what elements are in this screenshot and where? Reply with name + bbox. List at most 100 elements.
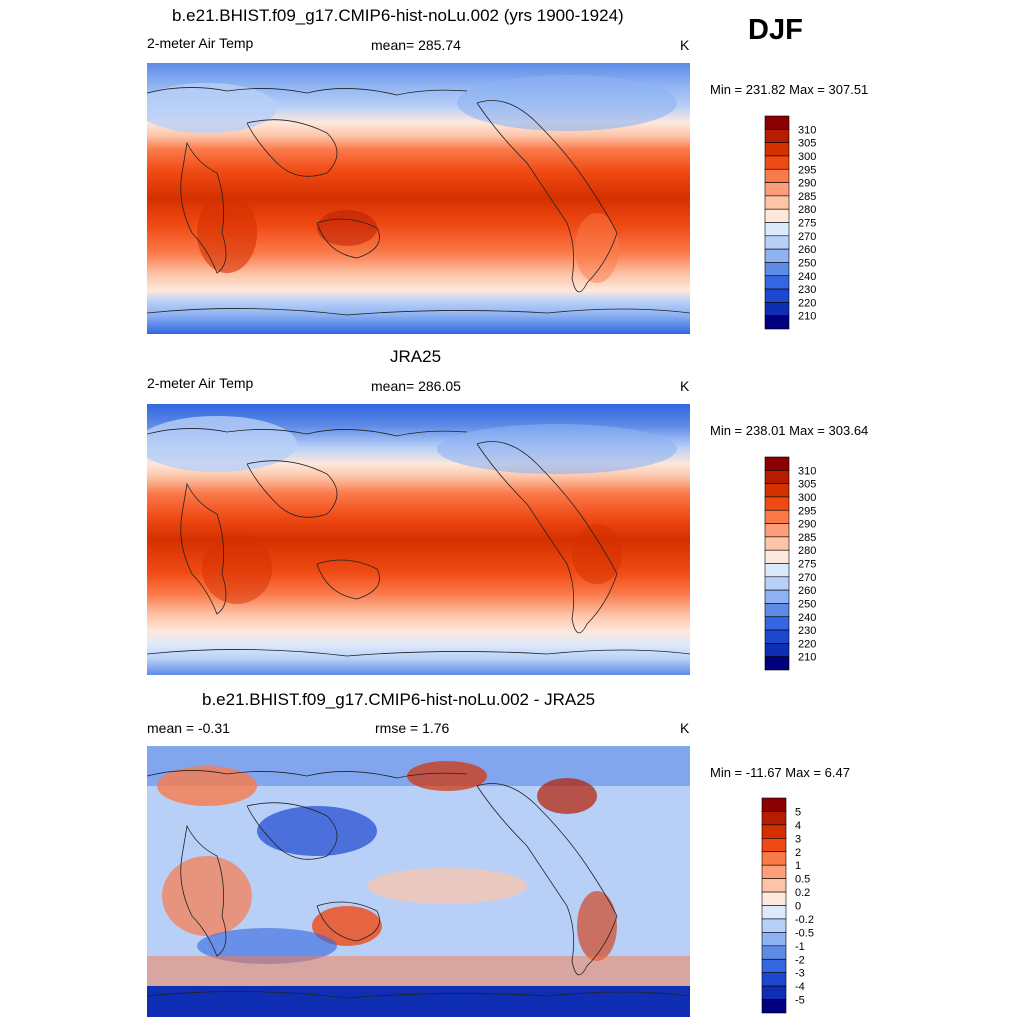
colorbar-label: 310 (798, 465, 816, 477)
panel3-minmax-label: Min = -11.67 Max = 6.47 (710, 765, 850, 780)
colorbar-label: 230 (798, 284, 816, 296)
panel3-colorbar-svg: 5 43 21 0.50.2 0-0.2-0.5 -1-2 -3-4 -5 (761, 797, 814, 1014)
panel1-mean-label: mean= 285.74 (371, 37, 461, 53)
colorbar-label: -0.5 (795, 927, 814, 939)
colorbar-label: -4 (795, 981, 805, 993)
colorbar-box (761, 797, 787, 812)
colorbar-label: 210 (798, 652, 816, 664)
colorbar-label: 300 (798, 151, 816, 163)
colorbar-label: 5 (795, 806, 801, 818)
colorbar-box (764, 275, 790, 290)
colorbar-box (761, 985, 787, 1000)
panel2-temperature-map (147, 404, 690, 675)
colorbar-box (764, 643, 790, 657)
colorbar-label: 270 (798, 572, 816, 584)
colorbar-box (764, 235, 790, 250)
colorbar-box (764, 603, 790, 618)
colorbar-box (764, 456, 790, 471)
panel2-title: JRA25 (390, 347, 442, 366)
colorbar-label: -0.2 (795, 914, 814, 926)
colorbar-box (764, 155, 790, 170)
colorbar-label: 230 (798, 625, 816, 637)
colorbar-box (764, 496, 790, 511)
colorbar-box (764, 168, 790, 183)
colorbar-box (761, 958, 787, 973)
colorbar-label: -2 (795, 954, 805, 966)
colorbar-label: 3 (795, 833, 801, 845)
colorbar-label: 0.2 (795, 887, 810, 899)
colorbar-label: 285 (798, 191, 816, 203)
colorbar-box (761, 838, 787, 853)
colorbar-box (761, 864, 787, 879)
colorbar-box (761, 811, 787, 826)
colorbar-label: 285 (798, 532, 816, 544)
colorbar-label: 1 (795, 860, 801, 872)
panel2-mean-label: mean= 286.05 (371, 378, 461, 394)
panel2-variable-label: 2-meter Air Temp (147, 375, 254, 391)
colorbar-box (764, 483, 790, 498)
panel3-title: b.e21.BHIST.f09_g17.CMIP6-hist-noLu.002 … (202, 690, 596, 709)
colorbar-label: 4 (795, 820, 801, 832)
colorbar-label: 220 (798, 297, 816, 309)
colorbar-label: 220 (798, 638, 816, 650)
panel1-colorbar: 310 305 300 295 290 285 280 275 270 260 250 240 230 2… (764, 115, 825, 330)
colorbar-box (764, 536, 790, 551)
colorbar-label: 275 (798, 218, 816, 230)
colorbar-box (764, 288, 790, 303)
colorbar-box (764, 302, 790, 316)
colorbar-box (764, 315, 790, 330)
colorbar-label: 275 (798, 559, 816, 571)
colorbar-box (764, 589, 790, 604)
colorbar-label: -3 (795, 968, 805, 980)
colorbar-label: 0 (795, 901, 801, 913)
panel3-rmse-label: rmse = 1.76 (375, 720, 450, 736)
colorbar-label: 295 (798, 164, 816, 176)
colorbar-box (761, 891, 787, 906)
colorbar-box (764, 470, 790, 484)
colorbar-box (764, 129, 790, 143)
colorbar-label: 240 (798, 612, 816, 624)
colorbar-box (764, 509, 790, 524)
colorbar-box (764, 262, 790, 277)
colorbar-box (764, 208, 790, 223)
colorbar-box (764, 222, 790, 237)
panel3-mean-label: mean = -0.31 (147, 720, 230, 736)
colorbar-box (761, 999, 787, 1014)
colorbar-box (764, 549, 790, 564)
colorbar-box (764, 629, 790, 644)
colorbar-box (764, 182, 790, 197)
panel1-title: b.e21.BHIST.f09_g17.CMIP6-hist-noLu.002 … (172, 6, 624, 25)
colorbar-box (761, 824, 787, 839)
colorbar-label: 280 (798, 204, 816, 216)
colorbar-box (761, 945, 787, 960)
colorbar-label: 290 (798, 178, 816, 190)
colorbar-label: 280 (798, 545, 816, 557)
colorbar-label: 250 (798, 257, 816, 269)
colorbar-label: 310 (798, 124, 816, 136)
colorbar-box (764, 616, 790, 631)
colorbar-label: 210 (798, 311, 816, 323)
colorbar-box (764, 115, 790, 130)
panel1-units-label: K (680, 37, 690, 53)
panel1-temperature-map (147, 63, 690, 334)
colorbar-box (761, 851, 787, 866)
colorbar-box (761, 918, 787, 933)
colorbar-box (764, 248, 790, 263)
panel2-minmax-label: Min = 238.01 Max = 303.64 (710, 423, 869, 438)
colorbar-label: 270 (798, 231, 816, 243)
colorbar-box (761, 878, 787, 893)
colorbar-label: -1 (795, 941, 805, 953)
colorbar-label: 240 (798, 271, 816, 283)
colorbar-label: 260 (798, 585, 816, 597)
panel2-units-label: K (680, 378, 690, 394)
panel2-colorbar-svg: 3103053002952902852802752702602502402302… (764, 456, 816, 671)
colorbar-label: 250 (798, 598, 816, 610)
colorbar-label: 300 (798, 492, 816, 504)
colorbar-box (764, 523, 790, 538)
colorbar-label: 295 (798, 505, 816, 517)
colorbar-label: -5 (795, 995, 805, 1007)
colorbar-box (761, 972, 787, 987)
colorbar-label: 260 (798, 244, 816, 256)
panel1-variable-label: 2-meter Air Temp (147, 35, 254, 51)
colorbar-label: 0.5 (795, 874, 810, 886)
